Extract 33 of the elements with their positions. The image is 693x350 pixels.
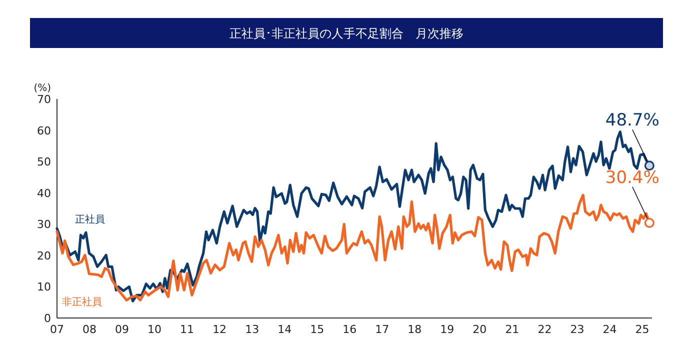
- x-tick-label: 14: [278, 323, 292, 336]
- y-tick-label: 20: [37, 249, 51, 262]
- series-label: 正社員: [75, 214, 105, 226]
- x-tick-label: 19: [440, 323, 454, 336]
- x-tick-label: 25: [635, 323, 650, 336]
- x-tick-label: 22: [538, 323, 552, 336]
- x-tick-label: 12: [212, 323, 227, 336]
- annotation: 30.4%: [605, 168, 660, 188]
- annotation: 48.7%: [605, 110, 660, 131]
- series-label: 非正社員: [62, 296, 102, 308]
- x-tick-label: 08: [82, 323, 97, 336]
- x-tick-label: 21: [505, 323, 520, 336]
- x-tick-label: 13: [245, 323, 260, 336]
- x-tick-label: 20: [472, 323, 487, 336]
- y-tick-label: 40: [37, 186, 51, 200]
- x-tick-label: 23: [570, 323, 584, 336]
- y-tick-label: 0: [44, 312, 51, 325]
- y-tick-label: 30: [37, 218, 51, 232]
- x-tick-label: 09: [115, 323, 130, 336]
- x-tick-label: 11: [180, 323, 194, 336]
- x-tick-label: 10: [148, 323, 162, 336]
- title: 正社員･非正社員の人手不足割合 月次推移: [230, 26, 464, 40]
- y-tick-label: 10: [37, 280, 51, 294]
- x-tick-label: 18: [408, 323, 422, 336]
- y-tick-label: 70: [37, 93, 51, 106]
- x-tick-label: 07: [50, 323, 64, 336]
- x-tick-label: 15: [310, 323, 324, 336]
- y-tick-label: 50: [37, 156, 51, 169]
- x-tick-label: 16: [342, 323, 357, 336]
- x-tick-label: 17: [375, 323, 390, 336]
- y-axis-title: (%): [34, 83, 52, 94]
- x-tick-label: 24: [602, 323, 617, 336]
- y-tick-label: 60: [37, 124, 51, 138]
